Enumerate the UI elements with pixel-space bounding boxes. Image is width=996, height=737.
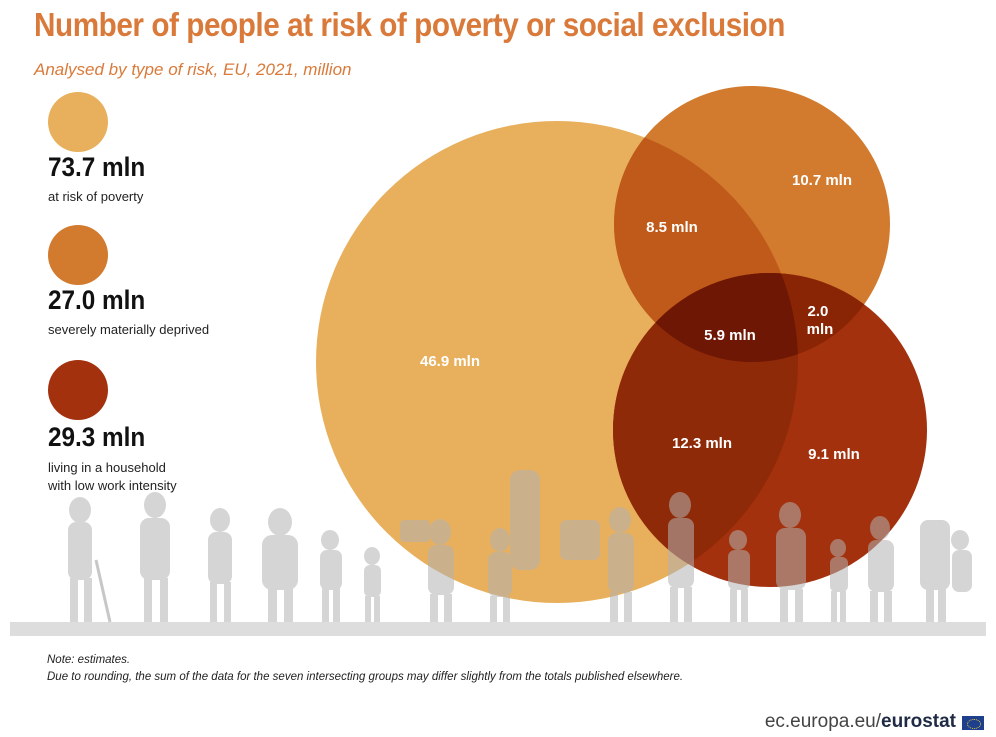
walking-people-silhouettes (68, 470, 972, 623)
region-label-deprived-only: 10.7 mln (792, 172, 852, 189)
legend-swatch-poverty (48, 92, 108, 152)
legend-swatch-low-work (48, 360, 108, 420)
eu-flag-icon (962, 716, 984, 730)
region-label-all-three: 5.9 mln (704, 327, 756, 344)
region-label-low-work-only: 9.1 mln (808, 446, 860, 463)
chart-title: Number of people at risk of poverty or s… (34, 6, 785, 43)
region-label-poverty-only: 46.9 mln (420, 353, 480, 370)
chart-note: Note: estimates. Due to rounding, the su… (47, 652, 683, 686)
legend-value-deprived: 27.0 mln (48, 285, 146, 315)
legend-swatch-deprived (48, 225, 108, 285)
note-line-estimates: Note: estimates. (47, 654, 131, 666)
legend-value-low-work: 29.3 mln (48, 422, 146, 452)
chart-subtitle: Analysed by type of risk, EU, 2021, mill… (34, 60, 352, 79)
source-brand: eurostat (881, 711, 956, 732)
legend-value-poverty: 73.7 mln (48, 152, 146, 182)
silhouette-scene (10, 470, 986, 636)
region-label-poverty-low-work: 12.3 mln (672, 435, 732, 452)
venn-circles (316, 86, 927, 603)
legend-label-poverty: at risk of poverty (48, 189, 144, 204)
region-label-deprived-low-work: 2.0 mln (807, 303, 834, 338)
region-label-deprived-low-work-line2: mln (807, 321, 834, 338)
region-label-poverty-deprived: 8.5 mln (646, 219, 698, 236)
legend-label-low-work: living in a household with low work inte… (48, 460, 177, 493)
legend-label-deprived: severely materially deprived (48, 322, 210, 337)
source-prefix: ec.europa.eu/ (764, 711, 882, 732)
source-credit: ec.europa.eu/eurostat (765, 711, 956, 733)
note-line-rounding: Due to rounding, the sum of the data for… (47, 671, 684, 683)
venn-overlap-poverty-low-work (613, 273, 798, 587)
venn-region-labels: 46.9 mln 10.7 mln 8.5 mln 5.9 mln 2.0 ml… (420, 172, 860, 463)
region-label-deprived-low-work-line1: 2.0 (807, 303, 828, 320)
